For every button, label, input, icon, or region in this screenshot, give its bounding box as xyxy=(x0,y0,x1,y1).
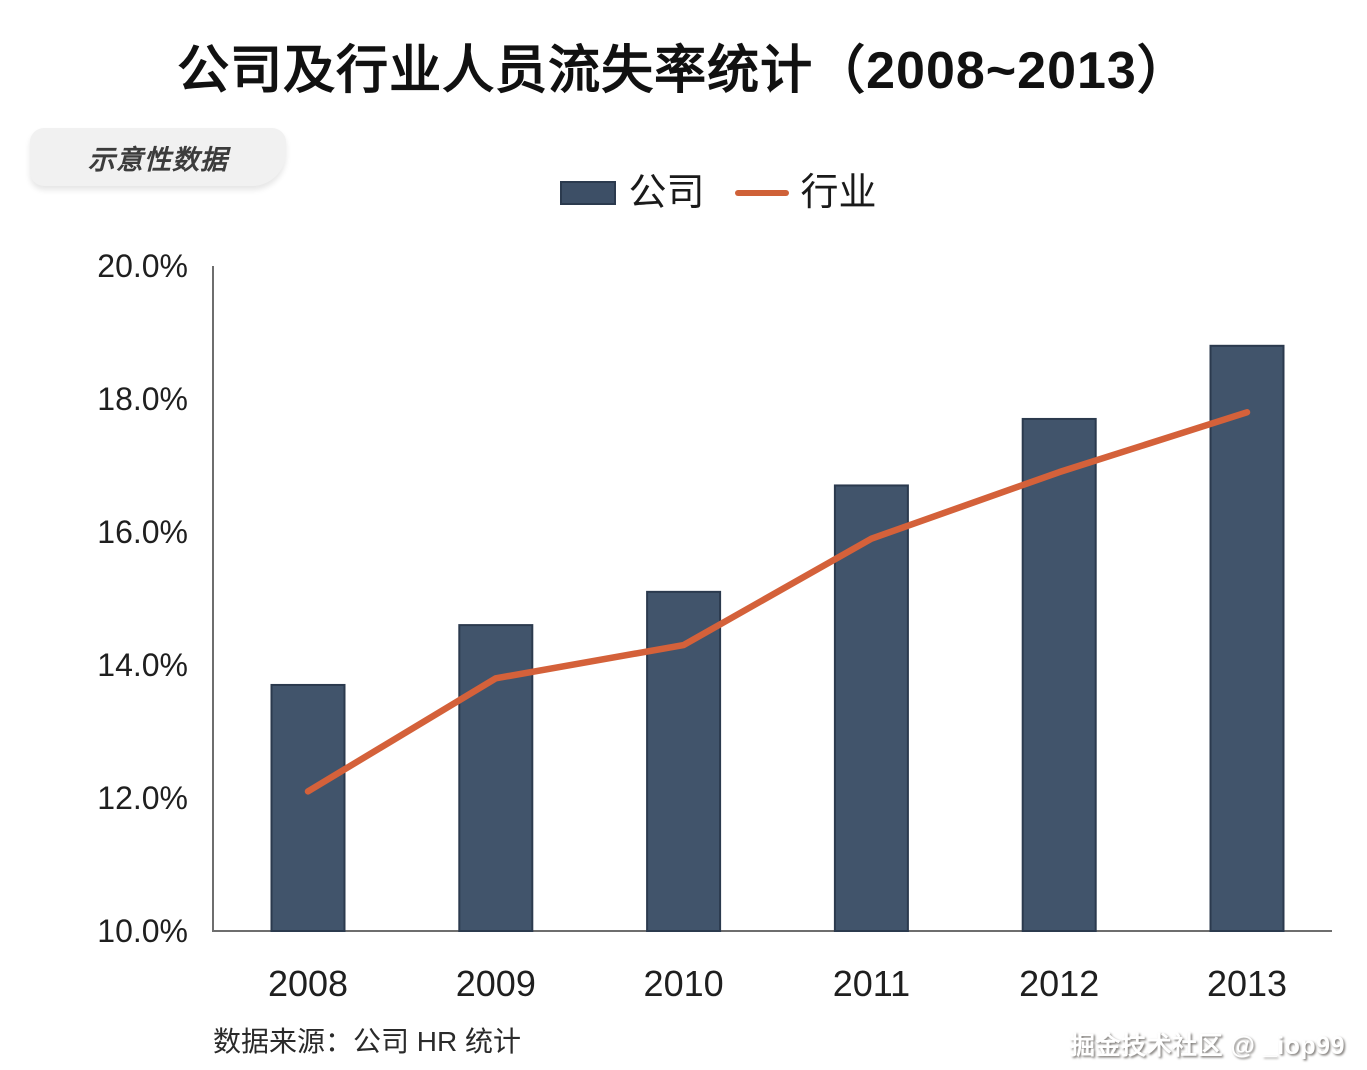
industry-line-swatch-icon xyxy=(734,190,789,196)
company-bar-swatch-icon xyxy=(560,181,617,205)
legend-industry-label: 行业 xyxy=(800,172,877,214)
y-axis-tick-label: 20.0% xyxy=(97,248,188,284)
x-axis-tick-label: 2012 xyxy=(1019,963,1099,1004)
schematic-data-badge-label: 示意性数据 xyxy=(88,144,228,175)
x-axis-tick-label: 2010 xyxy=(644,963,724,1004)
legend-item-industry: 行业 xyxy=(734,172,877,214)
y-axis-tick-label: 10.0% xyxy=(97,913,188,949)
y-axis-tick-label: 18.0% xyxy=(97,381,188,417)
axis-lines xyxy=(212,266,1332,932)
legend: 公司 行业 xyxy=(0,174,1367,212)
y-axis-tick-label: 16.0% xyxy=(97,514,188,550)
legend-company-label: 公司 xyxy=(628,172,705,214)
bar-2013 xyxy=(1209,344,1285,932)
x-axis-tick-label: 2008 xyxy=(268,963,348,1004)
y-axis-tick-label: 14.0% xyxy=(97,647,188,683)
industry-line-series xyxy=(304,409,1251,795)
x-axis-tick-label: 2009 xyxy=(456,963,536,1004)
x-axis-tick-label: 2011 xyxy=(833,963,910,1004)
y-axis-tick-label: 12.0% xyxy=(97,780,188,816)
bar-2012 xyxy=(1021,417,1097,932)
bar-2008 xyxy=(270,683,346,933)
bar-2011 xyxy=(833,484,909,932)
schematic-data-badge: 示意性数据 xyxy=(30,128,286,186)
chart-title: 公司及行业人员流失率统计（2008~2013） xyxy=(177,42,1190,100)
data-source-note: 数据来源：公司 HR 统计 xyxy=(213,1026,522,1057)
watermark: 掘金技术社区 @ _iop99 xyxy=(1070,1032,1345,1060)
x-axis-tick-label: 2013 xyxy=(1207,963,1287,1004)
legend-item-company: 公司 xyxy=(560,172,705,214)
